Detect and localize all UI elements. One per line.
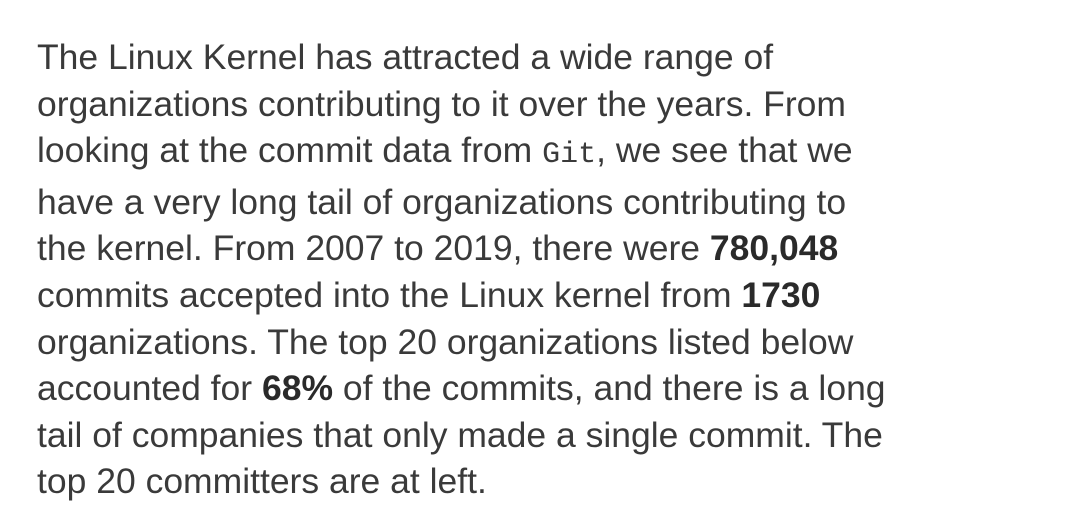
text-run: have a very long tail of organizations c…	[37, 181, 847, 222]
text-run: tail of companies that only made a singl…	[37, 414, 883, 455]
bold-text: 1730	[741, 274, 821, 315]
text-run: the kernel. From 2007 to 2019, there wer…	[37, 228, 710, 269]
text-line: The Linux Kernel has attracted a wide ra…	[37, 34, 886, 81]
text-run: commits accepted into the Linux kernel f…	[37, 274, 742, 315]
text-run: looking at the commit data from	[37, 130, 543, 171]
text-line: looking at the commit data from Git, we …	[37, 127, 886, 179]
inline-code: Git	[542, 138, 597, 173]
text-line: organizations contributing to it over th…	[37, 81, 886, 128]
text-line: top 20 committers are at left.	[37, 458, 886, 505]
text-line: have a very long tail of organizations c…	[37, 179, 886, 226]
text-line: organizations. The top 20 organizations …	[37, 319, 886, 366]
text-run: , we see that we	[596, 130, 853, 171]
text-run: top 20 committers are at left.	[37, 461, 487, 502]
text-run: organizations contributing to it over th…	[37, 83, 846, 124]
text-run: of the commits, and there is a long	[333, 368, 886, 409]
text-line: accounted for 68% of the commits, and th…	[37, 365, 886, 412]
bold-text: 780,048	[709, 228, 839, 269]
text-run: The Linux Kernel has attracted a wide ra…	[37, 37, 774, 77]
text-line: tail of companies that only made a singl…	[37, 412, 886, 459]
text-line: the kernel. From 2007 to 2019, there wer…	[37, 225, 886, 272]
text-run: accounted for	[37, 368, 262, 409]
paragraph: The Linux Kernel has attracted a wide ra…	[37, 34, 886, 505]
text-line: commits accepted into the Linux kernel f…	[37, 272, 886, 319]
bold-text: 68%	[261, 368, 334, 409]
text-run: organizations. The top 20 organizations …	[37, 321, 854, 362]
